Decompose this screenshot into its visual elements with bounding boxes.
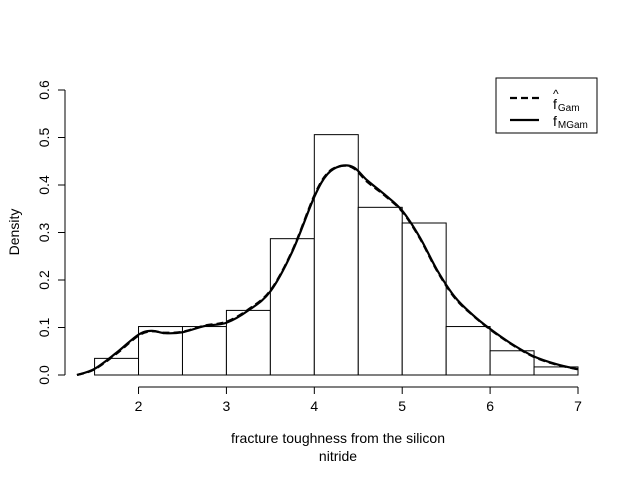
legend: ^ fGam fMGam (495, 77, 598, 134)
histogram-bar-9 (489, 350, 535, 376)
legend-label-gam-sub: Gam (558, 103, 580, 114)
legend-label-mgam-main: f (553, 113, 557, 129)
histogram-bar-4 (269, 238, 315, 376)
legend-label-gam-main: f (553, 96, 557, 112)
x-tick-label: 3 (223, 398, 231, 414)
histogram-bar-3 (225, 309, 271, 376)
histogram-bar-2 (181, 326, 227, 376)
histogram-bar-0 (94, 357, 140, 376)
y-tick-label: 0.2 (36, 270, 52, 290)
histogram-bar-5 (313, 134, 359, 376)
y-tick-label: 0.5 (36, 128, 52, 148)
histogram-bar-6 (357, 206, 403, 376)
y-tick-label: 0.6 (36, 80, 52, 100)
legend-label-mgam-sub: MGam (558, 120, 588, 131)
histogram-bar-1 (138, 326, 183, 376)
x-tick-label: 4 (310, 398, 318, 414)
x-tick-label: 5 (398, 398, 406, 414)
density-curve-mgam-solid (76, 164, 579, 377)
histogram-bar-10 (533, 366, 579, 376)
y-tick-label: 0.4 (36, 175, 52, 195)
y-axis: 0.0 0.1 0.2 0.3 0.4 0.5 0.6 (36, 80, 66, 385)
legend-label-mgam: fMGam (553, 113, 588, 131)
y-tick-label: 0.3 (36, 223, 52, 243)
x-axis-label-line2: nitride (319, 448, 357, 464)
legend-box (495, 77, 598, 134)
legend-hat-mark: ^ (553, 87, 559, 101)
x-tick-label: 7 (574, 398, 582, 414)
x-tick-label: 6 (486, 398, 494, 414)
legend-label-gam: fGam (553, 96, 580, 114)
histogram-bar-8 (445, 326, 491, 376)
density-curves (76, 164, 579, 377)
x-axis: 2 3 4 5 6 7 (135, 386, 582, 414)
x-tick-label: 2 (135, 398, 143, 414)
y-axis-label: Density (6, 209, 22, 256)
x-axis-label-line1: fracture toughness from the silicon (231, 430, 445, 446)
y-tick-label: 0.1 (36, 318, 52, 338)
y-tick-label: 0.0 (36, 365, 52, 385)
